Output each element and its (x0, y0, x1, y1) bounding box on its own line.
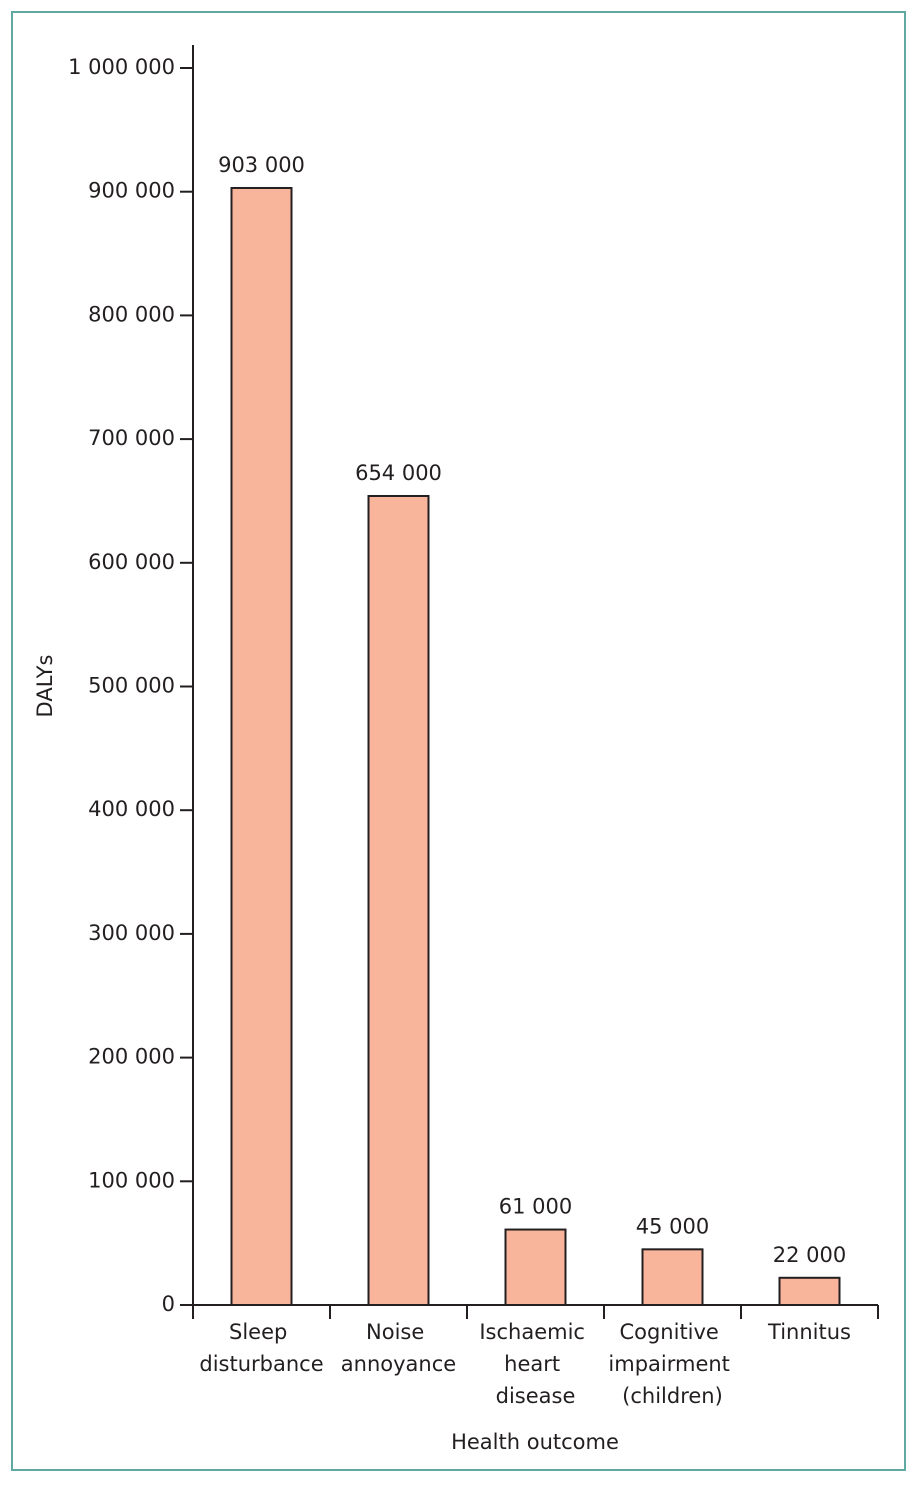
bar (367, 495, 430, 1306)
x-tick-label: Noise annoyance (341, 1320, 456, 1376)
y-tick-label: 200 000 (88, 1045, 175, 1069)
y-tick-label: 500 000 (88, 674, 175, 698)
bar (230, 186, 293, 1306)
y-tick-label: 800 000 (88, 302, 175, 326)
value-label: 654 000 (355, 461, 442, 485)
x-tick-label: Ischaemic heart disease (479, 1320, 591, 1408)
x-axis-label: Health outcome (451, 1430, 619, 1454)
value-label: 61 000 (499, 1195, 572, 1219)
y-tick-label: 0 (162, 1292, 175, 1316)
value-label: 45 000 (636, 1214, 709, 1238)
y-tick-label: 100 000 (88, 1168, 175, 1192)
y-axis-label: DALYs (33, 655, 57, 718)
bar (641, 1248, 704, 1306)
x-tick-label: Cognitive impairment (children) (608, 1320, 736, 1408)
x-tick-label: Tinnitus (767, 1320, 851, 1344)
x-tick-label: Sleep disturbance (199, 1320, 323, 1376)
y-tick-label: 300 000 (88, 921, 175, 945)
frame (11, 11, 906, 1471)
y-tick-label: 1 000 000 (68, 55, 175, 79)
y-tick-label: 400 000 (88, 797, 175, 821)
y-tick-label: 900 000 (88, 179, 175, 203)
bar (504, 1228, 567, 1306)
y-tick-label: 600 000 (88, 550, 175, 574)
value-label: 903 000 (218, 153, 305, 177)
y-tick-label: 700 000 (88, 426, 175, 450)
bar (778, 1276, 841, 1307)
value-label: 22 000 (773, 1243, 846, 1267)
